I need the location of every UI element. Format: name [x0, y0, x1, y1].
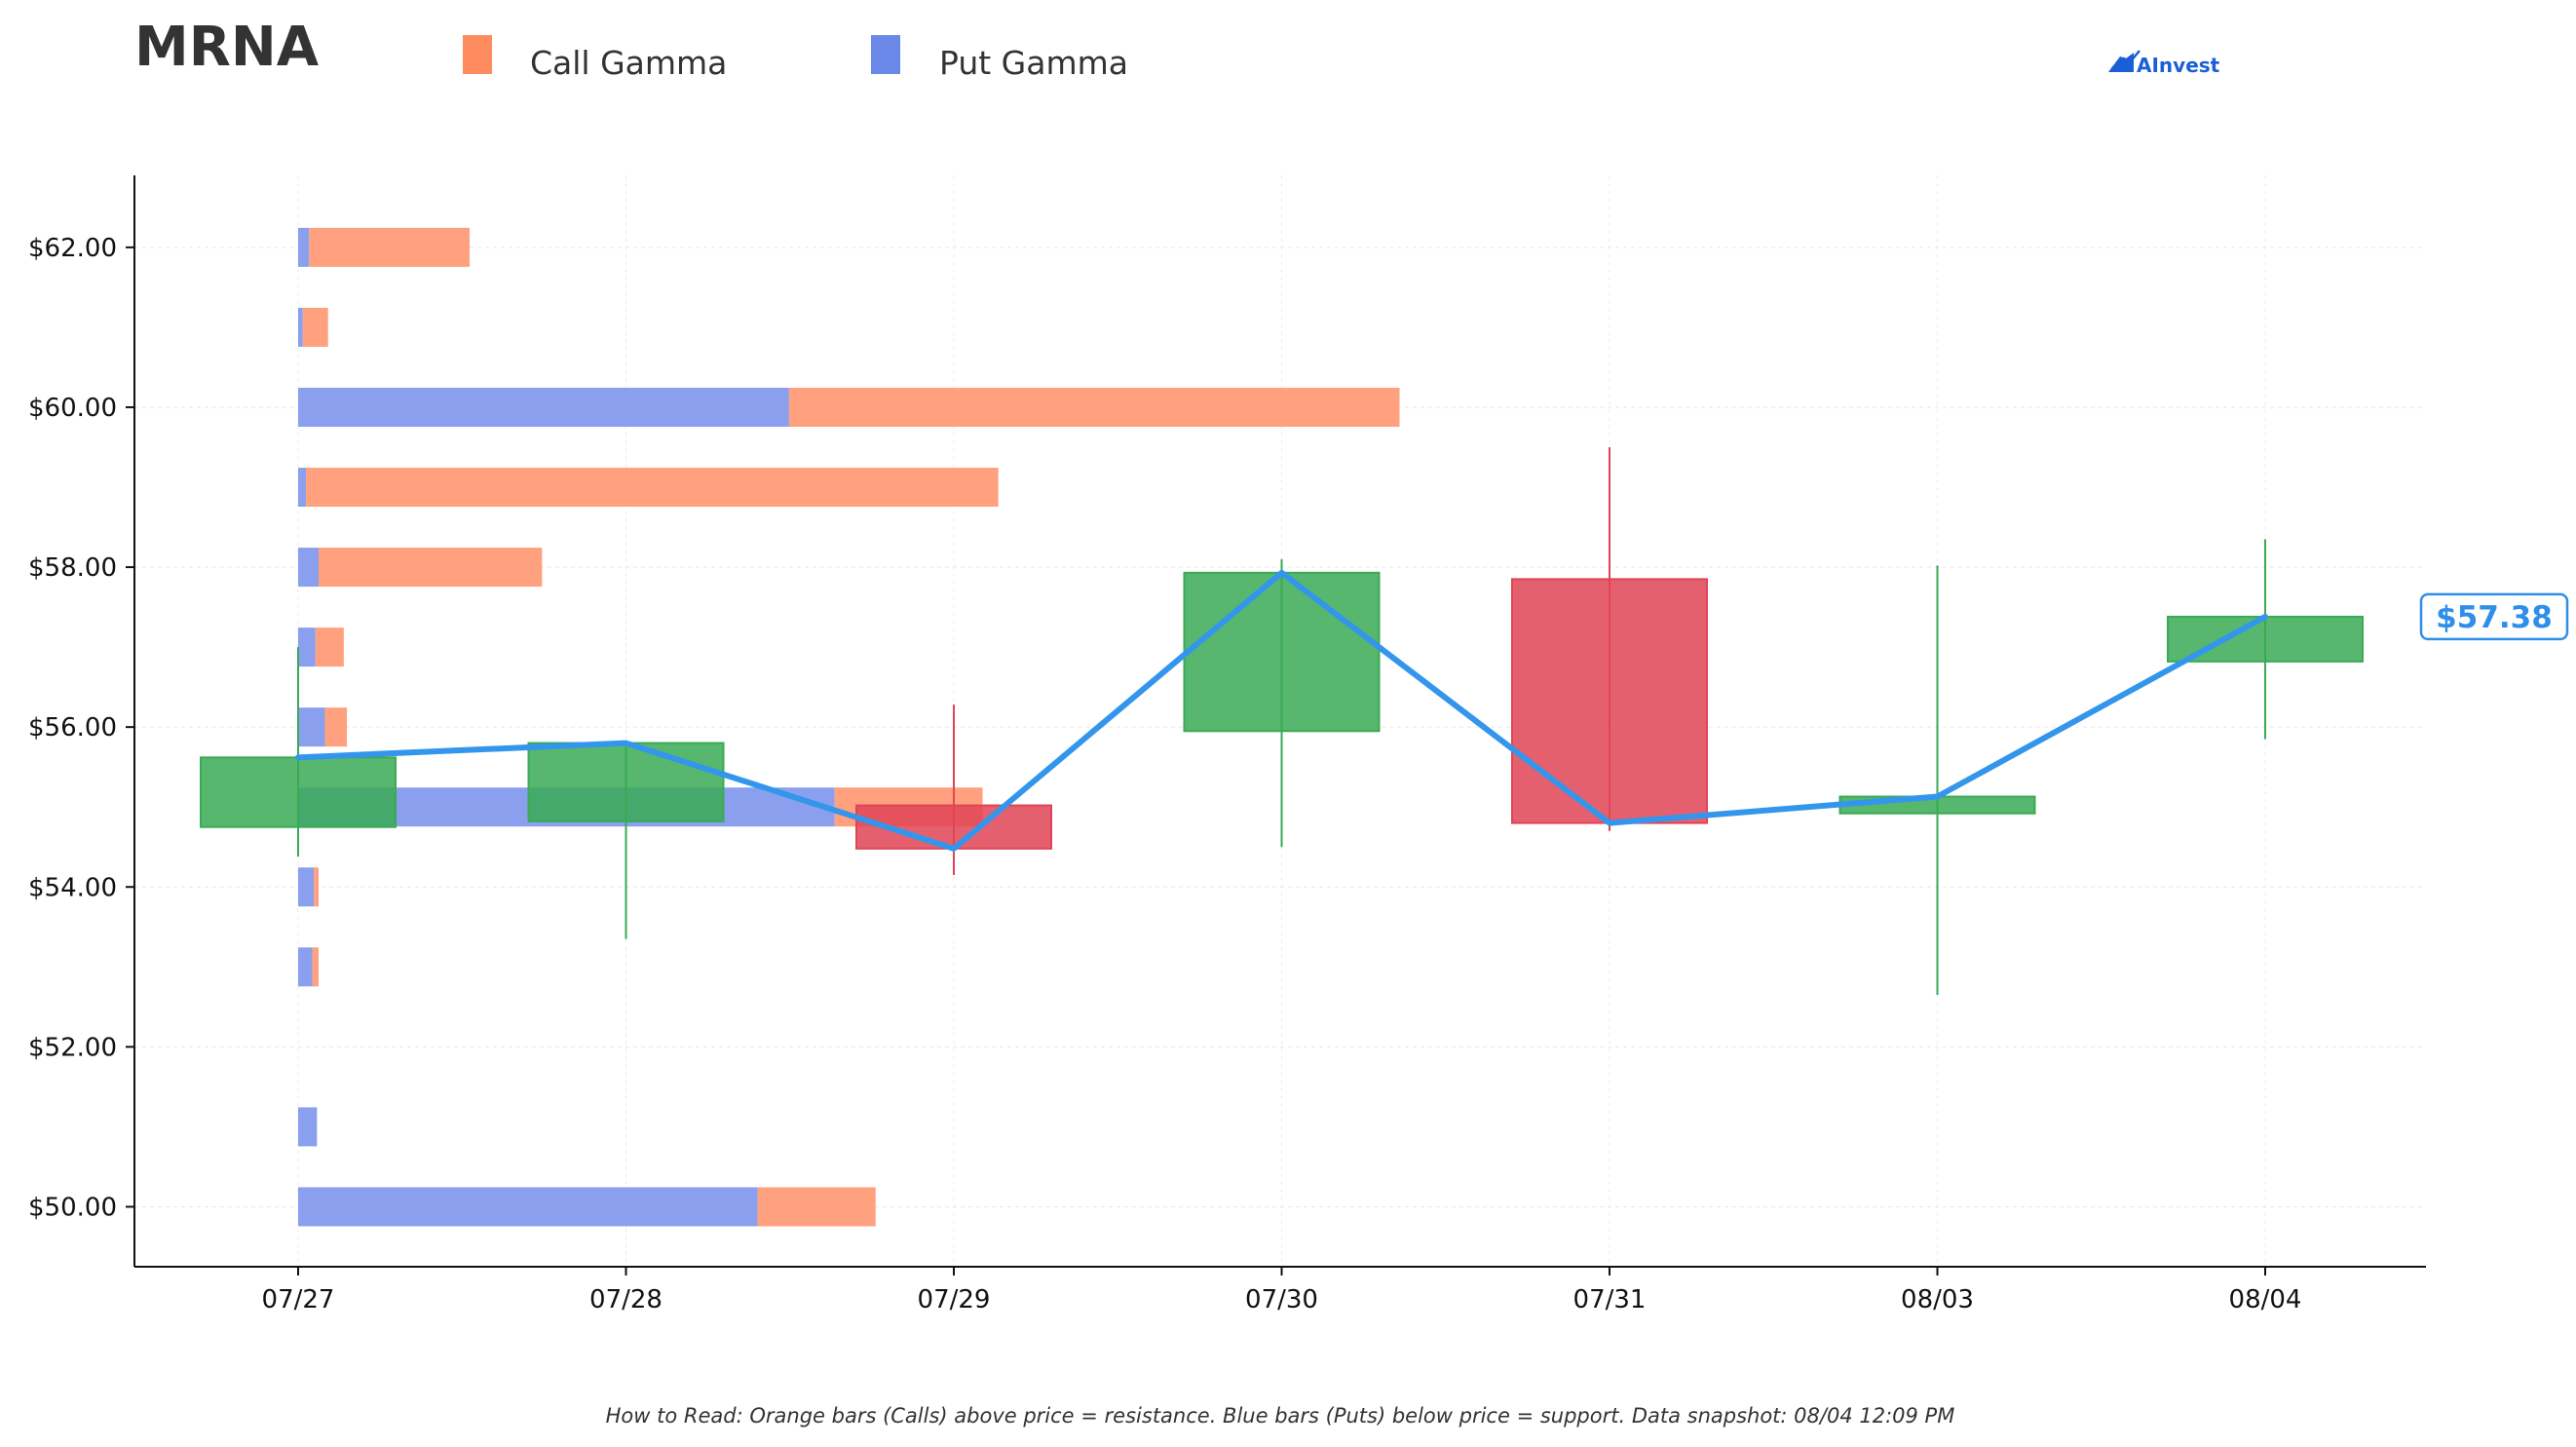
put-gamma-bar	[298, 307, 303, 347]
legend-call-label: Call Gamma	[530, 44, 727, 82]
put-gamma-bar	[298, 947, 313, 987]
x-tick-label: 07/28	[589, 1285, 663, 1314]
current-price-tag: $57.38	[2419, 592, 2569, 641]
call-gamma-bar	[314, 867, 319, 907]
legend-put-swatch	[871, 35, 900, 74]
call-gamma-bar	[309, 227, 471, 267]
put-gamma-bar	[298, 387, 789, 427]
brand-name: AInvest	[2137, 54, 2220, 77]
y-tick-label: $52.00	[28, 1033, 117, 1062]
current-price-box	[2419, 592, 2569, 641]
ticker-title: MRNA	[134, 16, 320, 79]
call-gamma-bar	[318, 548, 543, 588]
put-gamma-bar	[298, 628, 316, 667]
legend-put-label: Put Gamma	[939, 44, 1128, 82]
current-price-value: $57.38	[2436, 600, 2553, 635]
call-gamma-bar	[757, 1187, 876, 1227]
brand-arrow-icon	[2111, 50, 2140, 69]
axes: $50.00 $52.00 $54.00 $56.00 $58.00 $60.00 $62.…	[28, 175, 2426, 1314]
x-tick-label: 08/03	[1901, 1285, 1974, 1314]
candle-body	[200, 756, 397, 828]
candle-body	[527, 742, 725, 822]
put-gamma-bar	[298, 548, 319, 588]
candle-body	[1511, 578, 1708, 824]
candlesticks	[200, 446, 2364, 996]
x-tick-label: 07/29	[918, 1285, 991, 1314]
y-tick-label: $50.00	[28, 1193, 117, 1222]
x-tick-label: 07/31	[1573, 1285, 1647, 1314]
price-line-layer	[295, 569, 2268, 852]
put-gamma-bar	[298, 867, 315, 907]
x-tick-label: 07/30	[1245, 1285, 1318, 1314]
y-tick-label: $54.00	[28, 873, 117, 902]
put-gamma-bar	[298, 1187, 758, 1227]
candle-body	[1183, 571, 1381, 733]
call-gamma-bar	[302, 307, 328, 347]
y-tick-label: $56.00	[28, 713, 117, 743]
put-gamma-bar	[298, 468, 307, 507]
call-gamma-bar	[312, 947, 319, 987]
put-gamma-bar	[298, 227, 310, 267]
call-gamma-bar	[324, 707, 348, 747]
y-tick-label: $62.00	[28, 234, 117, 263]
call-gamma-bar	[788, 387, 1400, 427]
x-tick-label: 07/27	[262, 1285, 335, 1314]
put-gamma-bar	[298, 1107, 318, 1147]
price-line	[295, 569, 2268, 852]
y-tick-label: $60.00	[28, 394, 117, 423]
y-tick-label: $58.00	[28, 553, 117, 583]
put-gamma-bar	[298, 707, 325, 747]
footnote: How to Read: Orange bars (Calls) above p…	[606, 1404, 1955, 1428]
x-tick-label: 08/04	[2229, 1285, 2302, 1314]
legend-call-swatch	[463, 35, 492, 74]
brand-logo: AInvest	[2108, 50, 2220, 77]
call-gamma-bar	[306, 468, 999, 507]
call-gamma-bar	[315, 628, 344, 667]
